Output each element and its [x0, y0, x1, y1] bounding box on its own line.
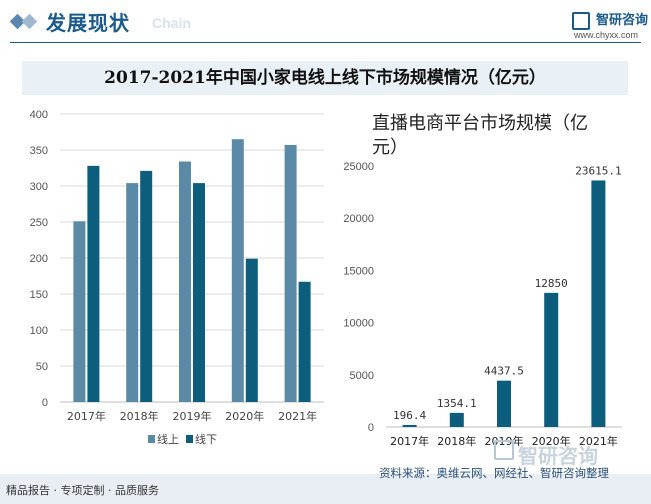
- chart2-xtick-label: 2018年: [437, 434, 476, 448]
- chart2-data-label: 1354.1: [437, 397, 477, 410]
- chart1-ytick-label: 250: [30, 217, 48, 229]
- chart2-ytick-label: 20000: [343, 213, 374, 225]
- chart2-data-label: 23615.1: [575, 164, 621, 177]
- chart1-xtick-label: 2017年: [67, 409, 106, 423]
- chart1-xtick-label: 2021年: [278, 409, 317, 423]
- chart1-bar-online: [179, 161, 191, 402]
- chart2-ytick-label: 0: [368, 422, 374, 434]
- watermark-text: 智研咨询: [518, 444, 598, 468]
- brand-url: www.chyxx.com: [574, 30, 639, 40]
- chart2-bar: [449, 412, 464, 427]
- chart1-ytick-label: 200: [30, 253, 48, 265]
- chart1-ytick-label: 400: [30, 109, 48, 121]
- chart2-title: 直播电商平台市场规模（亿元）: [372, 113, 588, 158]
- chart2-data-label: 4437.5: [484, 365, 524, 378]
- chart2-bar: [402, 424, 417, 427]
- watermark-logo-icon: [494, 440, 514, 460]
- section-title: 发展现状: [46, 11, 130, 35]
- chart1-ytick-label: 100: [30, 325, 48, 337]
- chart1-xtick-label: 2020年: [225, 409, 264, 423]
- chart1-bar-offline: [193, 183, 205, 402]
- chart1-bar-online: [126, 183, 139, 402]
- legend-label-online: 线上: [157, 432, 179, 446]
- chart2-bar: [591, 180, 606, 427]
- chart1-bar-online: [284, 144, 297, 402]
- chart1-bar-offline: [87, 165, 100, 402]
- chart2-data-label: 196.4: [393, 409, 426, 422]
- chart1-bar-offline: [140, 170, 153, 402]
- chart2-ytick-label: 5000: [350, 370, 374, 382]
- chart1-ytick-label: 350: [30, 145, 48, 157]
- brand-logo-icon: [572, 12, 590, 30]
- footer-source: 资料来源：奥维云网、网经社、智研咨询整理: [379, 466, 609, 480]
- chart2-bar: [497, 380, 511, 427]
- chart2-ytick-label: 10000: [343, 318, 374, 330]
- chart2-ytick-label: 15000: [343, 265, 374, 277]
- legend-swatch-offline: [186, 435, 193, 443]
- chart1-xtick-label: 2019年: [173, 409, 212, 423]
- chart2-xtick-label: 2020年: [532, 434, 571, 448]
- chart1-ytick-label: 50: [36, 361, 48, 373]
- chart-banner-title: 2017-2021年中国小家电线上线下市场规模情况（亿元）: [22, 61, 628, 95]
- chart2-ytick-label: 25000: [343, 161, 374, 173]
- legend-label-offline: 线下: [195, 432, 217, 446]
- chart2-xtick-label: 2021年: [579, 434, 618, 448]
- chart1-bar-online: [73, 221, 86, 402]
- legend-swatch-online: [148, 435, 155, 443]
- footer-slogan: 精品报告 · 专项定制 · 品质服务: [6, 484, 159, 497]
- brand-name: 智研咨询: [596, 13, 649, 28]
- chart1-ytick-label: 150: [30, 289, 48, 301]
- chart1-bar-offline: [245, 258, 258, 402]
- chart1-ytick-label: 300: [30, 181, 48, 193]
- chart1-bar-online: [231, 139, 244, 402]
- chart2-xtick-label: 2017年: [390, 434, 429, 448]
- chart1-bar-offline: [298, 281, 311, 402]
- header-divider: [10, 42, 641, 43]
- chart1-xtick-label: 2018年: [120, 409, 159, 423]
- header-bar: 发展现状 Chain 智研咨询 www.chyxx.com: [0, 0, 651, 48]
- section-subtitle: Chain: [152, 15, 191, 31]
- chart2-data-label: 12850: [535, 277, 568, 290]
- chart1-ytick-label: 0: [42, 397, 48, 409]
- footer-bar: [0, 474, 651, 504]
- chart2-bar: [544, 292, 559, 427]
